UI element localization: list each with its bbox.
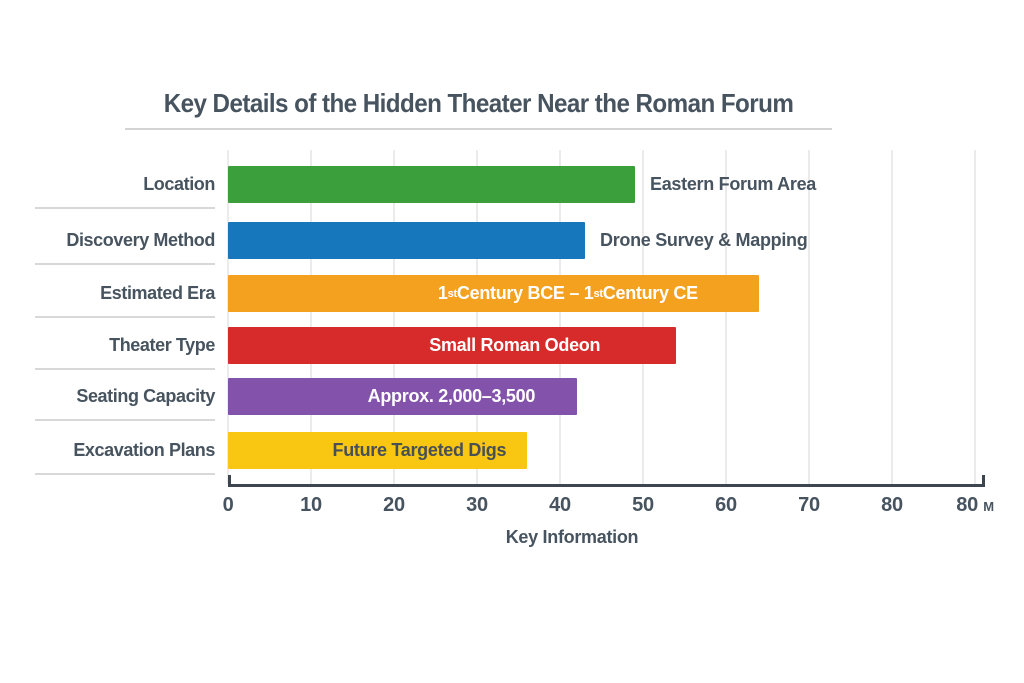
x-tick-label: 0 [222, 494, 234, 516]
chart-title: Key Details of the Hidden Theater Near t… [163, 88, 794, 118]
x-axis-left-tick [228, 475, 231, 485]
x-tick-label: 60 [715, 494, 737, 516]
bar-value-label: Approx. 2,000–3,500 [367, 386, 536, 406]
category-label: Theater Type [109, 335, 215, 355]
bar-value-label: Small Roman Odeon [429, 335, 601, 355]
bar: Approx. 2,000–3,500 [228, 378, 577, 415]
gridline [393, 150, 395, 484]
x-axis-right-tick [982, 475, 985, 485]
x-tick-label: 20 [383, 494, 405, 516]
x-tick-label: 30 [466, 494, 488, 516]
category-separator [35, 419, 215, 421]
x-tick-label: 40 [549, 494, 571, 516]
category-label: Estimated Era [100, 283, 215, 303]
category-label: Location [143, 174, 215, 194]
category-separator [35, 368, 215, 370]
category-separator [35, 263, 215, 265]
category-label: Excavation Plans [73, 440, 215, 460]
gridline [725, 150, 727, 484]
tick-unit-label: M [983, 499, 994, 514]
x-axis-line [228, 484, 985, 487]
bar: Future Targeted Digs [228, 432, 527, 469]
x-tick-label: 50 [632, 494, 654, 516]
bar-value-label: Future Targeted Digs [332, 440, 507, 460]
category-separator [35, 207, 215, 209]
bar-value-label: Eastern Forum Area [650, 174, 816, 194]
title-divider [125, 128, 832, 130]
x-tick-label: 80 [881, 494, 903, 516]
gridline [642, 150, 644, 484]
gridline [808, 150, 810, 484]
category-separator [35, 316, 215, 318]
category-label: Discovery Method [66, 230, 215, 250]
bar [228, 222, 585, 259]
category-label: Seating Capacity [76, 386, 215, 406]
gridline [891, 150, 893, 484]
gridline [227, 150, 229, 484]
x-axis-title: Key Information [505, 527, 639, 547]
gridline [476, 150, 478, 484]
x-tick-label: 70 [798, 494, 820, 516]
bar [228, 166, 635, 203]
category-separator [35, 473, 215, 475]
bar-value-label: Drone Survey & Mapping [600, 230, 808, 250]
x-tick-label: 80 M [956, 494, 994, 516]
gridline [559, 150, 561, 484]
x-tick-label: 10 [300, 494, 322, 516]
gridline [310, 150, 312, 484]
gridline [974, 150, 976, 484]
bar: Small Roman Odeon [228, 327, 676, 364]
